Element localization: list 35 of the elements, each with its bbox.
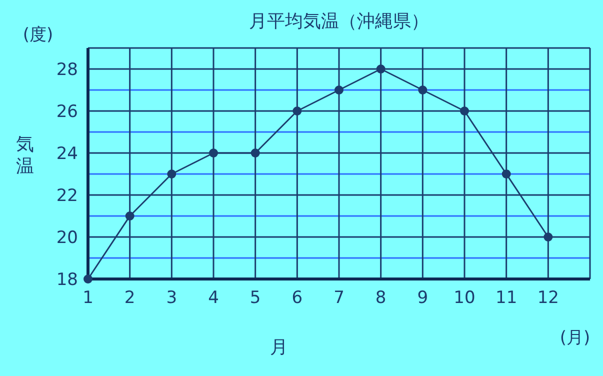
x-tick-label: 4 bbox=[208, 288, 219, 308]
point bbox=[544, 232, 553, 242]
point bbox=[167, 170, 176, 178]
x-tick-label: 10 bbox=[454, 288, 476, 308]
point bbox=[125, 212, 134, 220]
x-tick-label: 2 bbox=[124, 288, 136, 308]
x-tick-label: 12 bbox=[537, 288, 559, 308]
point bbox=[460, 106, 469, 116]
point bbox=[376, 64, 386, 74]
y-axis-title: 気温 bbox=[16, 134, 34, 177]
point bbox=[209, 148, 218, 158]
x-tick-label: 5 bbox=[250, 288, 261, 308]
point bbox=[292, 106, 302, 116]
x-tick-label: 6 bbox=[292, 288, 303, 308]
point bbox=[250, 148, 260, 158]
x-tick-label: 8 bbox=[375, 288, 386, 308]
y-tick-label: 26 bbox=[56, 102, 78, 122]
x-tick-label: 9 bbox=[417, 288, 428, 308]
x-tick-label: 11 bbox=[496, 288, 518, 308]
y-tick-label: 22 bbox=[56, 186, 78, 206]
x-axis-title: 月 bbox=[270, 337, 288, 358]
point bbox=[84, 274, 92, 284]
x-tick-label: 7 bbox=[334, 288, 344, 308]
point bbox=[418, 86, 428, 94]
point bbox=[502, 170, 511, 178]
y-tick-label: 24 bbox=[56, 144, 78, 164]
text: (月) bbox=[560, 328, 590, 348]
y-tick-label: 18 bbox=[56, 270, 78, 290]
text: (度) bbox=[22, 25, 54, 45]
y-tick-label: 20 bbox=[56, 228, 78, 248]
y-tick-label: 28 bbox=[56, 60, 78, 80]
x-tick-label: 3 bbox=[166, 288, 178, 308]
x-tick-label: 1 bbox=[82, 288, 94, 308]
chart-title: 月平均気温（沖縄県） bbox=[249, 11, 429, 32]
point bbox=[334, 86, 344, 94]
